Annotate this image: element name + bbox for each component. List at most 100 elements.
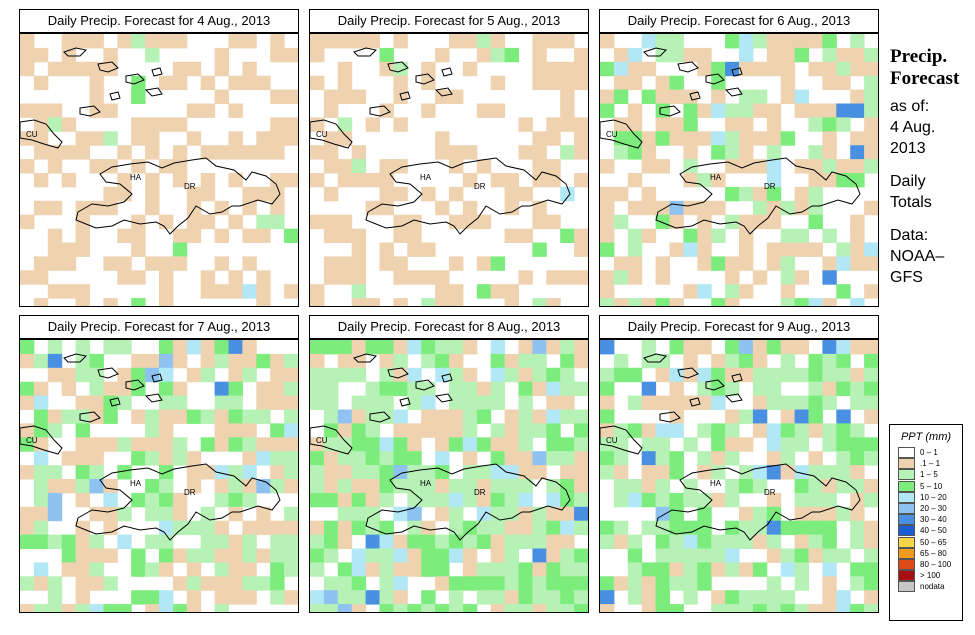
precip-cell [864,75,878,91]
precip-cell [228,409,243,424]
precip-cell [822,117,837,132]
precip-cell [641,451,657,466]
precip-cell [627,298,643,306]
precip-cell [228,34,243,49]
precip-cell [20,381,35,397]
precip-cell [337,409,353,424]
precip-cell [89,61,104,77]
precip-cell [725,409,740,424]
precip-cell [794,47,809,63]
precip-cell [613,270,629,285]
island-coastline [369,411,391,423]
precip-cell [655,75,670,91]
precip-cell [20,604,35,612]
precip-cell [214,520,229,536]
precip-cell [393,451,408,466]
precip-cell [560,186,575,202]
precip-cell [421,479,436,494]
precip-cell [228,534,243,549]
legend-swatch [898,480,915,492]
precip-cell [270,145,285,160]
precip-cell [560,409,575,424]
precip-cell [365,562,380,577]
precip-cell [850,103,865,118]
precip-cell [284,465,298,480]
precip-cell [574,576,588,591]
precip-cell [560,576,575,591]
precip-cell [850,395,865,410]
precip-cell [739,534,754,549]
precip-cell [518,186,533,202]
precip-cell [75,437,90,452]
precip-cell [103,576,118,591]
precip-cell [270,423,285,438]
precip-cell [752,103,768,118]
precip-cell [850,604,865,612]
precip-cell [864,242,878,257]
precip-cell [518,479,533,494]
precip-cell [172,520,188,536]
precip-cell [172,145,188,160]
precip-cell [449,284,464,299]
precip-cell [131,409,146,424]
precip-cell [47,284,63,299]
precip-cell [228,437,243,452]
precip-cell [711,604,726,612]
precip-cell [836,437,851,452]
precip-cell [725,284,740,299]
precip-cell [504,451,519,466]
precip-cell [808,214,823,230]
precip-cell [794,200,809,216]
precip-cell [850,34,865,49]
precip-cell [490,604,506,612]
precip-cell [393,423,408,438]
precip-cell [462,604,478,612]
precip-cell [560,604,575,612]
precip-cell [739,145,754,160]
precip-cell [242,186,257,202]
precip-cell [739,409,754,424]
precip-cell [794,186,809,202]
precip-cell [532,520,547,536]
precip-cell [808,423,823,438]
precip-cell [822,534,837,549]
precip-cell [574,520,588,536]
precip-cell [739,256,754,271]
precip-cell [794,492,809,508]
precip-cell [421,381,436,397]
precip-cell [822,159,837,174]
precip-cell [421,242,436,257]
precip-cell [864,451,878,466]
precip-cell [518,117,533,132]
precip-cell [504,506,519,522]
precip-cell [242,353,257,369]
precip-cell [490,423,506,438]
precip-cell [435,423,450,438]
precip-cell [284,395,298,410]
precip-cell [47,200,63,216]
precip-cell [725,479,740,494]
precip-cell [794,437,809,452]
precip-cell [613,353,629,369]
precip-cell [172,395,188,410]
precip-cell [89,534,104,549]
precip-cell [808,534,823,549]
precip-cell [697,423,712,438]
precip-cell [766,145,782,160]
precip-cell [600,367,615,383]
precip-cell [310,562,325,577]
precip-cell [159,381,174,397]
precip-cell [504,437,519,452]
precip-cell [351,506,367,522]
legend-label: 5 – 10 [920,481,943,491]
precip-cell [270,34,285,49]
precip-cell [393,548,408,563]
precip-cell [89,381,104,397]
precip-cell [739,228,754,243]
precip-cell [532,34,547,49]
precip-cell [242,423,257,438]
precip-cell [33,520,49,536]
precip-cell [117,340,132,355]
precip-cell [75,562,90,577]
precip-cell [172,576,188,591]
